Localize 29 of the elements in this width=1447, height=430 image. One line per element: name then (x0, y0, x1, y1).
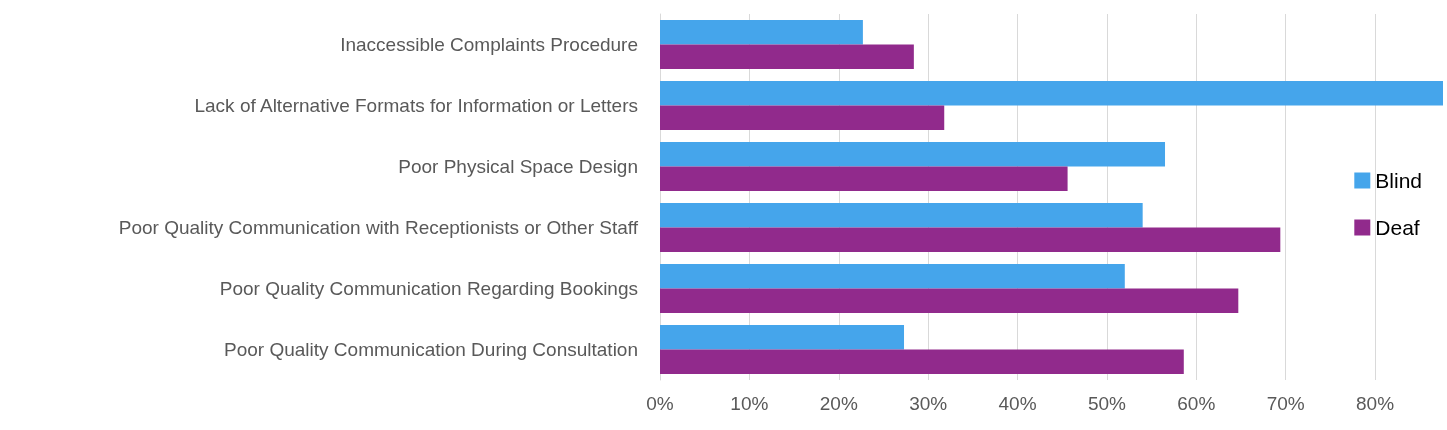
bar (660, 203, 1143, 228)
x-tick-label: 60% (1177, 393, 1216, 414)
bar (660, 81, 1443, 106)
legend-label: Blind (1375, 169, 1423, 192)
bar (660, 288, 1239, 313)
x-tick-label: 30% (909, 393, 948, 414)
bar (660, 227, 1281, 252)
x-tick-label: 40% (998, 393, 1037, 414)
x-tick-label: 20% (819, 393, 858, 414)
x-tick-label: 10% (730, 393, 769, 414)
y-tick-label: Poor Quality Communication Regarding Bookings (219, 278, 638, 299)
bar (660, 20, 863, 45)
x-tick-label: 50% (1087, 393, 1127, 414)
legend-label: Deaf (1375, 216, 1420, 239)
x-tick-label: 70% (1266, 393, 1305, 414)
bar (660, 105, 945, 130)
bar (660, 264, 1125, 289)
x-tick-label: 80% (1356, 393, 1395, 414)
bar (660, 44, 914, 69)
bar (660, 166, 1068, 191)
bar (660, 349, 1184, 374)
x-tick-label: 0% (646, 393, 674, 414)
bar (660, 325, 905, 350)
y-tick-label: Poor Quality Communication with Receptionists or Other Staff (118, 217, 639, 238)
bar (660, 142, 1166, 167)
y-tick-label: Poor Quality Communication During Consultation (224, 339, 638, 360)
y-tick-label: Poor Physical Space Design (398, 156, 638, 177)
y-tick-label: Inaccessible Complaints Procedure (340, 34, 638, 55)
y-tick-label: Lack of Alternative Formats for Information or Letters (194, 95, 638, 116)
